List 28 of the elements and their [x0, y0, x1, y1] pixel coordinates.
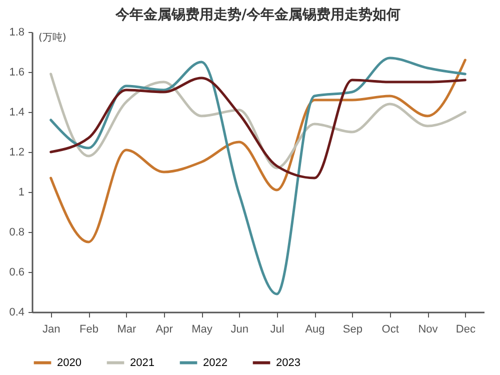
- x-tick-label: Aug: [305, 324, 325, 336]
- y-tick-label: 0.8: [9, 226, 24, 238]
- legend-label: 2022: [203, 356, 228, 369]
- x-tick-label: Jul: [270, 324, 284, 336]
- x-tick-label: Mar: [117, 324, 136, 336]
- legend-label: 2021: [130, 356, 154, 369]
- y-tick-label: 1.8: [9, 26, 24, 38]
- legend-label: 2020: [57, 356, 82, 369]
- x-tick-label: Apr: [156, 324, 174, 336]
- y-tick-label: 1.6: [9, 66, 24, 78]
- legend-label: 2023: [276, 356, 300, 369]
- y-axis-title: (万吨): [38, 32, 66, 44]
- y-tick-label: 1.4: [9, 106, 24, 118]
- chart-title: 今年金属锡费用走势/今年金属锡费用走势如何: [114, 7, 401, 23]
- line-series: [50, 56, 466, 296]
- x-tick-label: Sep: [342, 324, 362, 336]
- x-tick-label: Nov: [418, 324, 438, 336]
- y-tick-label: 0.6: [9, 266, 24, 278]
- x-tick-label: Oct: [382, 324, 399, 336]
- x-tick-label: May: [192, 324, 213, 336]
- x-tick-label: Jun: [230, 324, 249, 336]
- y-tick-label: 0.4: [9, 306, 24, 318]
- x-tick-label: Feb: [80, 324, 98, 336]
- x-tick-label: Dec: [456, 324, 476, 336]
- x-tick-label: Jan: [42, 324, 60, 336]
- y-tick-label: 1: [18, 186, 24, 198]
- line-series: [50, 58, 466, 244]
- y-tick-label: 1.2: [9, 146, 24, 158]
